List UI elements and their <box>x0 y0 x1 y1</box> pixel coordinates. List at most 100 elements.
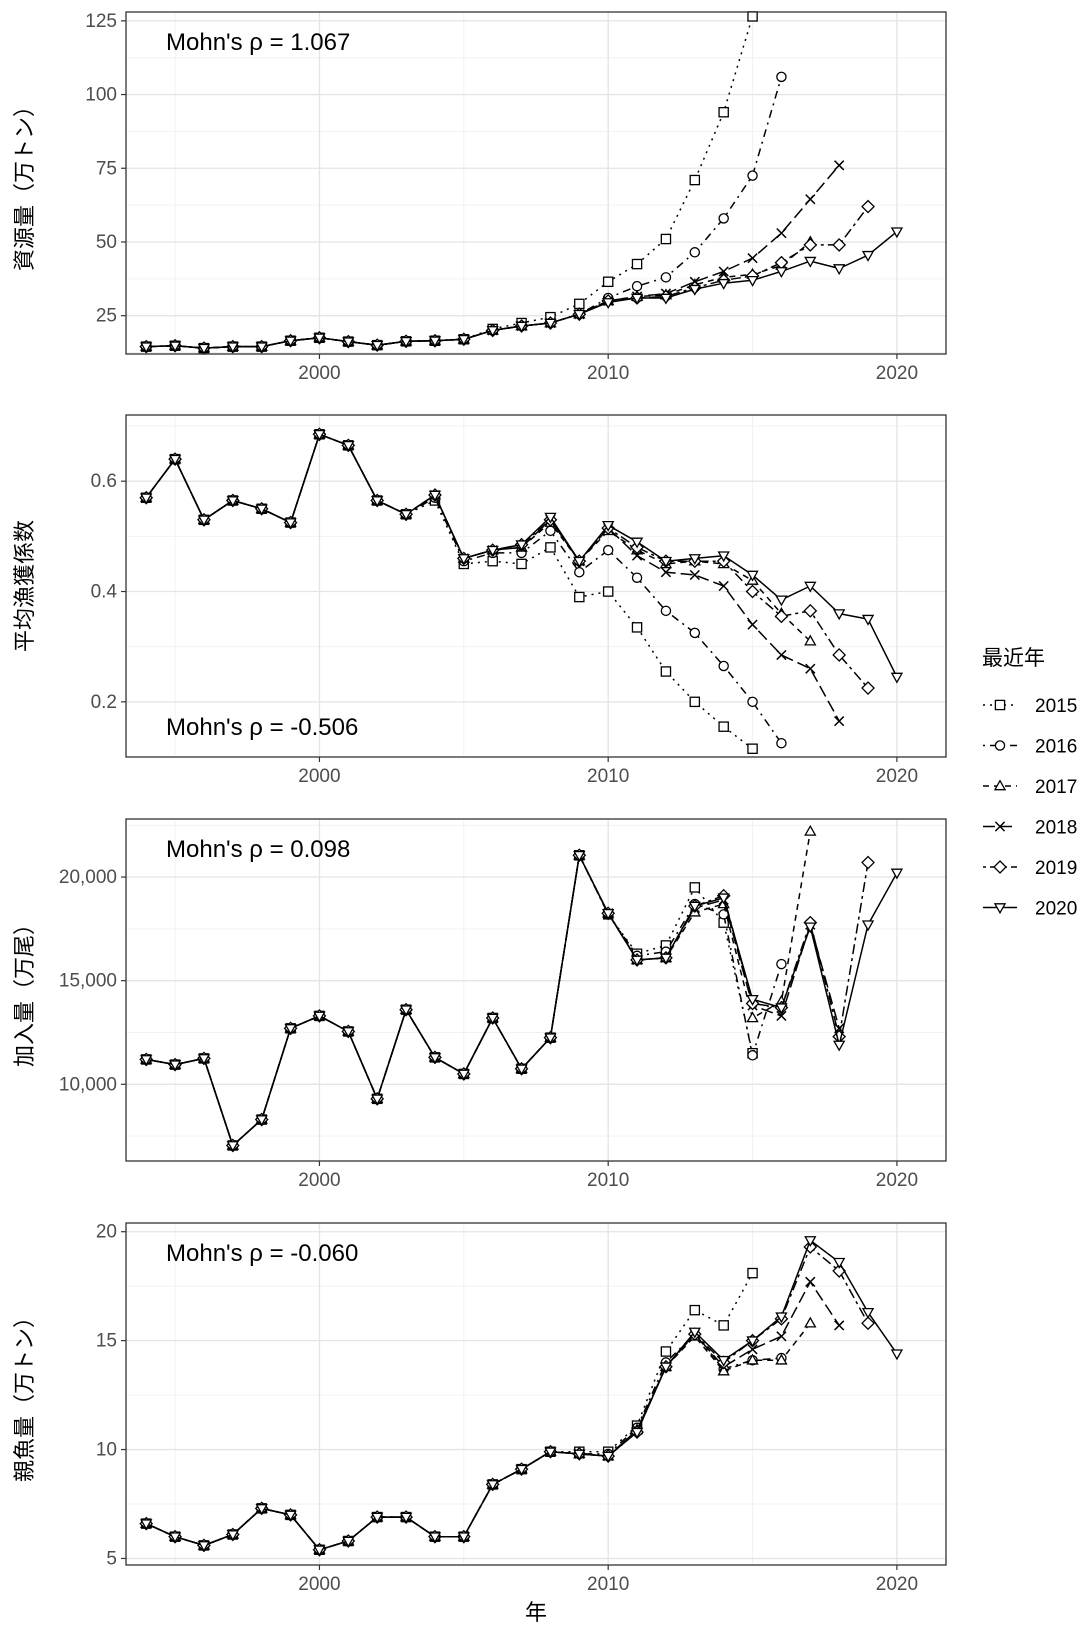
data-point-2020 <box>659 1362 673 1374</box>
x-tick-label: 2010 <box>587 766 629 787</box>
data-point-2018 <box>805 1276 816 1287</box>
data-point-2015 <box>574 591 585 603</box>
data-point-2019 <box>803 603 818 618</box>
plot-background <box>126 415 946 757</box>
data-point-2020 <box>832 264 846 276</box>
legend-marker-2016 <box>994 740 1006 751</box>
data-point-2020 <box>832 1257 846 1269</box>
chart-panel-2: 2000 2010 2020 0.2 0.4 0.6 Mohn's ρ = -0.506 平均… <box>13 414 947 787</box>
data-point-2020 <box>832 1040 846 1052</box>
data-point-2019 <box>803 238 818 252</box>
plot-background <box>126 819 946 1161</box>
data-point-2016 <box>689 627 701 639</box>
data-point-2016 <box>747 1050 758 1061</box>
data-point-2020 <box>140 342 153 354</box>
data-point-2020 <box>544 318 557 330</box>
data-point-2017 <box>804 1316 817 1328</box>
plot-background <box>126 1223 946 1565</box>
data-point-2020 <box>890 1349 904 1361</box>
data-point-2018 <box>776 1010 787 1022</box>
data-point-2020 <box>140 1519 153 1531</box>
data-point-2018 <box>631 550 643 561</box>
data-point-2020 <box>255 504 268 516</box>
y-tick-label: 0.2 <box>91 692 117 713</box>
data-point-2016 <box>545 525 556 537</box>
data-point-2020 <box>573 850 586 862</box>
data-point-2019 <box>861 681 875 695</box>
data-point-2015 <box>631 258 643 270</box>
data-point-2020 <box>573 556 586 568</box>
data-point-2020 <box>688 554 701 566</box>
data-point-2020 <box>890 868 904 880</box>
data-point-2020 <box>659 556 673 568</box>
data-point-2020 <box>371 1094 384 1106</box>
data-point-2020 <box>746 994 759 1006</box>
y-tick-label: 25 <box>96 306 117 327</box>
data-point-2019 <box>861 1316 875 1331</box>
data-point-2020 <box>544 512 557 524</box>
data-point-2020 <box>428 336 442 348</box>
data-point-2019 <box>774 609 789 624</box>
data-point-2020 <box>313 1011 326 1023</box>
data-point-2020 <box>457 1069 470 1081</box>
data-point-2020 <box>688 1327 701 1339</box>
x-tick-label: 2010 <box>587 1574 629 1595</box>
data-point-2019 <box>745 584 760 599</box>
data-point-2020 <box>832 609 846 621</box>
series-2020 <box>140 429 904 684</box>
data-point-2020 <box>746 1336 759 1348</box>
data-point-2020 <box>486 1480 499 1492</box>
legend-marker-2018 <box>994 821 1006 832</box>
data-point-2020 <box>573 309 586 321</box>
data-point-2016 <box>602 544 614 556</box>
data-point-2015 <box>660 233 672 245</box>
data-point-2016 <box>574 566 585 578</box>
data-point-2020 <box>515 321 528 333</box>
data-point-2015 <box>545 542 556 553</box>
legend-label-2016: 2016 <box>1035 737 1077 758</box>
data-point-2020 <box>255 1504 268 1515</box>
data-point-2015 <box>660 666 672 677</box>
data-point-2020 <box>717 278 730 290</box>
data-point-2020 <box>284 1510 297 1522</box>
data-point-2020 <box>659 293 673 305</box>
data-point-2016 <box>660 272 672 283</box>
y-tick-label: 10,000 <box>59 1074 117 1095</box>
data-point-2016 <box>747 696 758 708</box>
mohns-rho-annotation: Mohn's ρ = 0.098 <box>166 836 350 863</box>
data-point-2020 <box>775 1003 788 1015</box>
plot-border <box>125 11 947 355</box>
data-point-2016 <box>718 213 729 224</box>
data-point-2020 <box>890 227 904 239</box>
data-point-2020 <box>486 326 499 338</box>
data-point-2020 <box>515 540 528 552</box>
data-point-2017 <box>746 1353 759 1365</box>
data-point-2015 <box>718 1320 729 1331</box>
x-tick-label: 2020 <box>876 766 918 787</box>
series-line-2016 <box>145 1333 782 1551</box>
data-point-2018 <box>805 194 816 205</box>
data-point-2016 <box>660 605 672 617</box>
series-2020 <box>140 850 904 1153</box>
data-point-2020 <box>399 1512 413 1524</box>
y-tick-label: 15 <box>96 1331 117 1352</box>
y-axis-label: 加入量（万尾） <box>13 913 38 1067</box>
y-tick-label: 100 <box>85 85 117 106</box>
data-point-2020 <box>255 342 268 354</box>
data-point-2020 <box>342 337 355 349</box>
x-tick-label: 2020 <box>876 1170 918 1191</box>
data-point-2020 <box>746 570 759 582</box>
data-point-2016 <box>631 572 643 583</box>
legend-item-2016: 2016 <box>983 737 1077 758</box>
y-tick-label: 50 <box>96 232 117 253</box>
data-point-2018 <box>747 253 758 264</box>
data-point-2015 <box>747 11 758 22</box>
chart-panel-3: 2000 2010 2020 10,000 15,000 20,000 Mohn's ρ =… <box>13 818 947 1191</box>
data-point-2015 <box>747 1267 758 1279</box>
data-point-2015 <box>689 1304 701 1316</box>
data-point-2017 <box>804 824 817 836</box>
data-point-2015 <box>718 106 729 118</box>
data-point-2020 <box>284 1024 297 1035</box>
